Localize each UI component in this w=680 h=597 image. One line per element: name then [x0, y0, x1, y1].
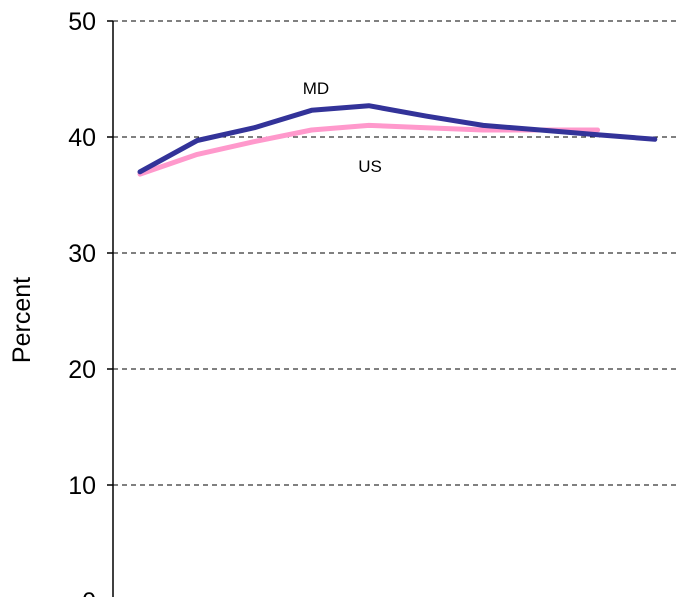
series-label-md: MD [303, 79, 329, 98]
y-axis-title: Percent [8, 277, 36, 363]
series-label-us: US [358, 157, 382, 176]
series-lines [137, 103, 658, 177]
y-tick-label-0: 0 [82, 588, 96, 597]
y-tick-label-50: 50 [68, 8, 96, 36]
y-tick-label-40: 40 [68, 124, 96, 152]
gridlines [107, 20, 680, 486]
series-line-md [137, 103, 658, 175]
y-tick-label-10: 10 [68, 472, 96, 500]
y-tick-label-30: 30 [68, 240, 96, 268]
y-tick-labels: 0 10 20 30 40 50 [68, 8, 96, 597]
y-tick-label-20: 20 [68, 356, 96, 384]
